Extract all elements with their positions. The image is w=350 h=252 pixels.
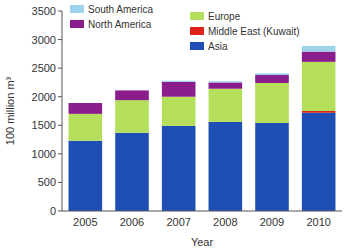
bar-segment xyxy=(69,114,103,141)
bar-segment xyxy=(209,81,243,82)
bar-segment xyxy=(69,141,103,211)
legend-label: Middle East (Kuwait) xyxy=(208,26,300,37)
legend-swatch xyxy=(190,42,204,50)
y-tick-label: 500 xyxy=(38,176,56,188)
bar-segment xyxy=(255,73,289,75)
y-tick xyxy=(58,68,62,69)
bar-segment xyxy=(302,113,336,211)
legend-label: Europe xyxy=(208,11,241,22)
bar-segment xyxy=(255,75,289,83)
legend-swatch xyxy=(190,27,204,35)
bar-segment xyxy=(162,82,196,97)
bar-segment xyxy=(255,123,289,211)
bar-segment xyxy=(162,126,196,211)
bar-segment xyxy=(69,103,103,114)
y-tick xyxy=(58,11,62,12)
y-tick-label: 3500 xyxy=(32,5,56,17)
y-tick-label: 3000 xyxy=(32,34,56,46)
legend-swatch xyxy=(190,12,204,20)
y-tick xyxy=(58,211,62,212)
bar-segment xyxy=(209,122,243,211)
y-axis-label: 100 million m³ xyxy=(4,76,16,145)
bar-segment xyxy=(115,90,149,100)
x-tick-label: 2005 xyxy=(73,216,97,228)
chart-container: 0 500 1000 1500 2000 2500 3000 3500 2005 2006 2007… xyxy=(0,0,350,252)
y-tick xyxy=(58,96,62,97)
y-tick xyxy=(58,39,62,40)
legend-swatch xyxy=(70,20,84,28)
x-axis-label: Year xyxy=(191,236,214,248)
y-tick xyxy=(58,153,62,154)
bar-segment xyxy=(209,89,243,122)
bar-segment xyxy=(162,81,196,82)
x-tick-label: 2006 xyxy=(120,216,144,228)
bar-segment xyxy=(302,46,336,52)
bar-segment xyxy=(209,82,243,88)
x-tick-label: 2007 xyxy=(166,216,190,228)
y-tick-label: 1000 xyxy=(32,148,56,160)
bars xyxy=(69,46,336,211)
x-axis xyxy=(62,211,342,212)
y-tick-label: 2500 xyxy=(32,62,56,74)
bar-segment xyxy=(115,100,149,133)
x-tick-label: 2010 xyxy=(306,216,330,228)
legend-swatch xyxy=(70,5,84,13)
x-tick-label: 2008 xyxy=(213,216,237,228)
chart-svg: 0 500 1000 1500 2000 2500 3000 3500 2005 2006 2007… xyxy=(0,0,350,252)
y-tick xyxy=(58,182,62,183)
legend-label: Asia xyxy=(208,41,228,52)
y-tick-label: 2000 xyxy=(32,91,56,103)
legend: Asia Middle East (Kuwait) Europe North Amer… xyxy=(70,4,300,52)
bar-segment xyxy=(302,111,336,113)
legend-label: North America xyxy=(88,19,152,30)
y-tick-label: 0 xyxy=(50,205,56,217)
bar-segment xyxy=(115,133,149,211)
y-axis xyxy=(62,11,63,211)
bar-segment xyxy=(302,52,336,62)
bar-segment xyxy=(255,83,289,123)
y-tick xyxy=(58,125,62,126)
bar-segment xyxy=(69,103,103,104)
x-tick-label: 2009 xyxy=(260,216,284,228)
bar-segment xyxy=(162,97,196,126)
legend-label: South America xyxy=(88,4,153,15)
bar-segment xyxy=(115,90,149,91)
y-tick-label: 1500 xyxy=(32,119,56,131)
bar-segment xyxy=(302,62,336,111)
